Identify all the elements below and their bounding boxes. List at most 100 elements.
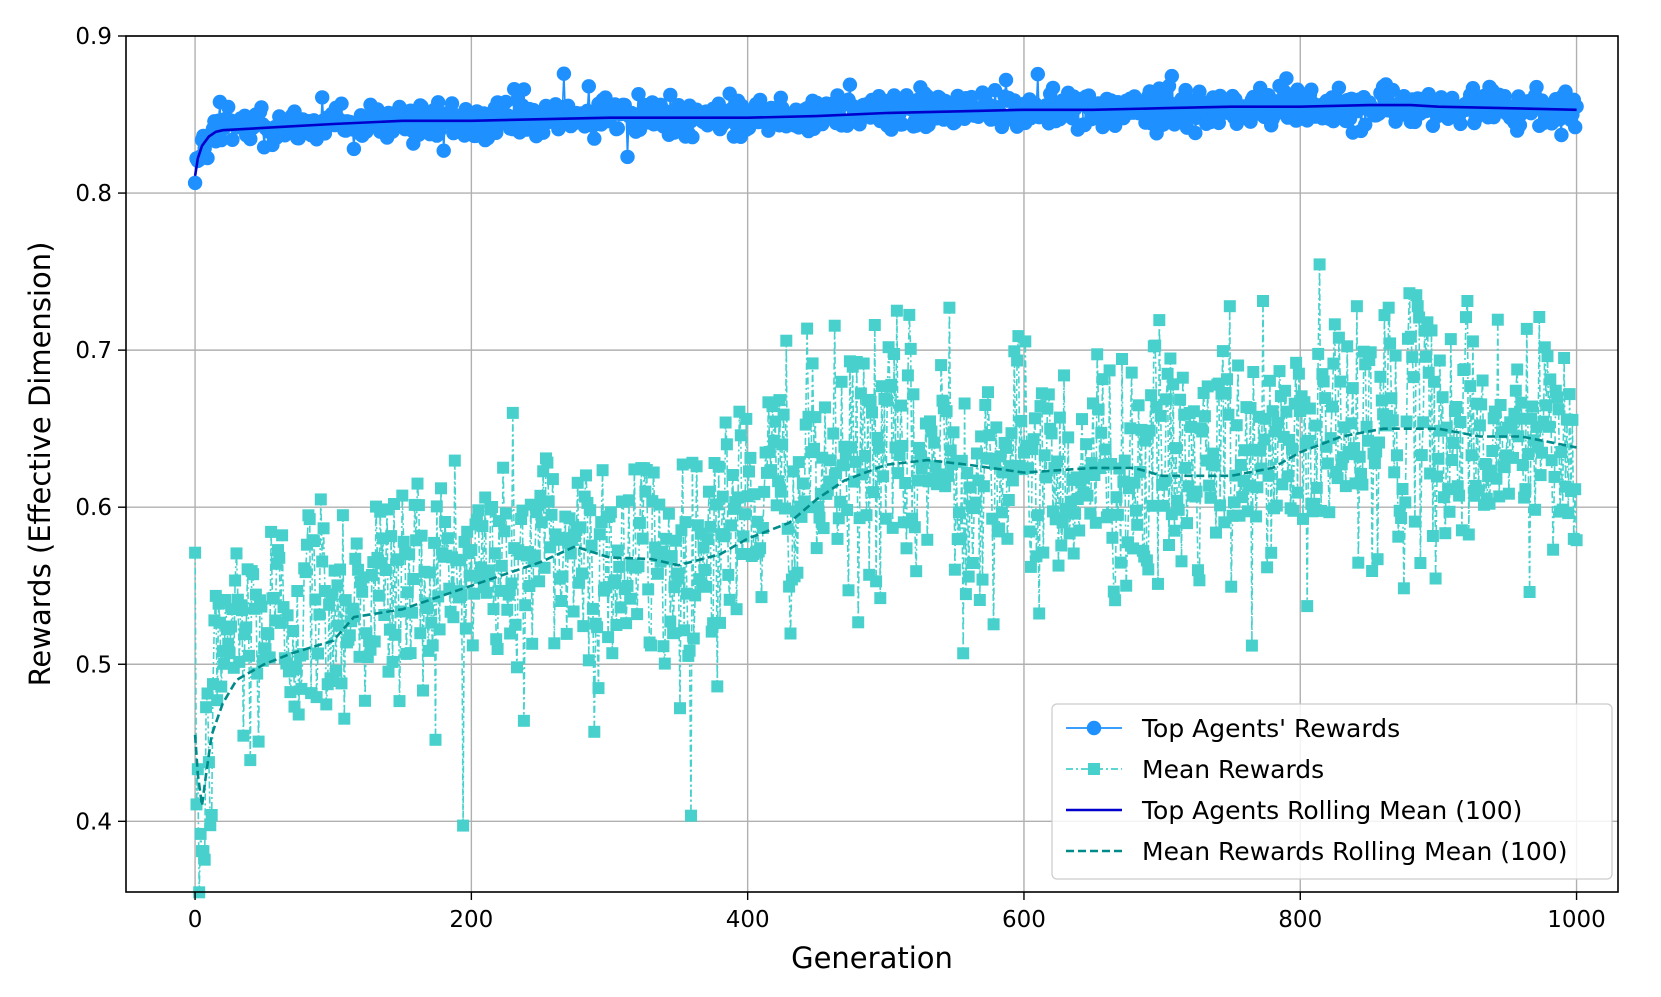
- mean-rewards-marker: [1406, 351, 1419, 364]
- mean-rewards-marker: [1442, 483, 1455, 496]
- mean-rewards-marker: [191, 763, 204, 776]
- mean-rewards-marker: [888, 348, 901, 360]
- mean-rewards-marker: [542, 495, 555, 508]
- mean-rewards-marker: [872, 441, 885, 454]
- mean-rewards-marker: [1056, 516, 1069, 529]
- mean-rewards-marker: [849, 455, 862, 468]
- mean-rewards-marker: [1031, 509, 1044, 522]
- mean-rewards-marker: [672, 572, 685, 585]
- mean-rewards-marker: [330, 664, 342, 677]
- mean-rewards-marker: [1404, 330, 1417, 343]
- mean-rewards-marker: [810, 542, 823, 555]
- mean-rewards-marker: [1223, 300, 1236, 313]
- mean-rewards-marker: [1428, 375, 1441, 388]
- mean-rewards-marker: [881, 394, 894, 407]
- mean-rewards-marker: [1366, 565, 1379, 577]
- mean-rewards-marker: [1290, 356, 1303, 369]
- mean-rewards-marker: [614, 601, 627, 614]
- mean-rewards-marker: [1145, 389, 1158, 402]
- mean-rewards-marker: [774, 485, 787, 498]
- mean-rewards-marker: [689, 589, 702, 602]
- mean-rewards-marker: [1473, 419, 1486, 432]
- mean-rewards-marker: [773, 394, 786, 407]
- mean-rewards-marker: [1494, 399, 1507, 411]
- mean-rewards-marker: [1558, 352, 1571, 364]
- mean-rewards-marker: [720, 438, 733, 451]
- mean-rewards-marker: [1432, 452, 1445, 465]
- mean-rewards-marker: [828, 319, 841, 332]
- mean-rewards-marker: [1002, 494, 1015, 506]
- mean-rewards-marker: [586, 602, 599, 615]
- mean-rewards-marker: [1129, 504, 1142, 517]
- mean-rewards-marker: [1493, 490, 1506, 503]
- mean-rewards-marker: [738, 508, 751, 521]
- mean-rewards-marker: [468, 587, 481, 600]
- mean-rewards-marker: [1411, 300, 1424, 313]
- mean-rewards-marker: [763, 446, 776, 458]
- mean-rewards-marker: [939, 480, 952, 493]
- mean-rewards-marker: [1118, 454, 1131, 467]
- mean-rewards-marker: [1458, 363, 1471, 376]
- mean-rewards-marker: [908, 521, 921, 534]
- mean-rewards-marker: [1509, 384, 1522, 397]
- mean-rewards-marker: [1181, 517, 1193, 530]
- y-tick-label: 0.8: [75, 181, 112, 207]
- mean-rewards-marker: [1292, 367, 1305, 380]
- mean-rewards-marker: [1328, 318, 1341, 331]
- mean-rewards-marker: [218, 657, 231, 670]
- mean-rewards-marker: [1053, 411, 1066, 424]
- mean-rewards-marker: [679, 516, 692, 529]
- mean-rewards-marker: [632, 560, 645, 573]
- mean-rewards-marker: [292, 708, 305, 721]
- mean-rewards-marker: [867, 486, 880, 499]
- mean-rewards-marker: [448, 454, 461, 467]
- mean-rewards-marker: [744, 451, 757, 464]
- mean-rewards-marker: [734, 429, 747, 442]
- mean-rewards-marker: [296, 648, 309, 661]
- mean-rewards-marker: [577, 620, 590, 633]
- mean-rewards-marker: [1385, 392, 1398, 405]
- top-rewards-marker: [346, 141, 362, 157]
- mean-rewards-marker: [1254, 444, 1267, 457]
- mean-rewards-marker: [1486, 445, 1499, 457]
- mean-rewards-marker: [1415, 449, 1428, 462]
- mean-rewards-marker: [1250, 510, 1263, 523]
- mean-rewards-marker: [743, 465, 755, 478]
- mean-rewards-marker: [1103, 364, 1116, 377]
- mean-rewards-marker: [1391, 449, 1403, 462]
- mean-rewards-marker: [1345, 417, 1358, 430]
- mean-rewards-marker: [674, 702, 686, 715]
- mean-rewards-marker: [896, 439, 909, 452]
- mean-rewards-marker: [921, 533, 934, 546]
- mean-rewards-marker: [429, 733, 442, 746]
- mean-rewards-marker: [332, 619, 345, 632]
- legend-label: Top Agents' Rewards: [1141, 714, 1400, 743]
- mean-rewards-marker: [1015, 414, 1028, 427]
- mean-rewards-marker: [901, 369, 914, 382]
- mean-rewards-marker: [1270, 499, 1283, 512]
- mean-rewards-marker: [1309, 419, 1322, 432]
- mean-rewards-marker: [1374, 370, 1387, 383]
- mean-rewards-marker: [645, 639, 657, 652]
- mean-rewards-marker: [1210, 526, 1222, 539]
- mean-rewards-marker: [1019, 335, 1032, 348]
- top-rewards-marker: [839, 118, 855, 133]
- top-rewards-marker: [1569, 99, 1584, 114]
- mean-rewards-marker: [917, 456, 930, 469]
- mean-rewards-marker: [433, 623, 446, 636]
- mean-rewards-marker: [895, 399, 907, 412]
- mean-rewards-marker: [230, 547, 243, 560]
- mean-rewards-marker: [588, 725, 601, 738]
- mean-rewards-marker: [411, 477, 424, 490]
- top-rewards-marker: [436, 143, 451, 158]
- mean-rewards-marker: [995, 506, 1008, 519]
- mean-rewards-marker: [1051, 455, 1064, 468]
- mean-rewards-marker: [585, 539, 598, 552]
- mean-rewards-marker: [1084, 507, 1097, 520]
- top-rewards-marker: [444, 96, 460, 111]
- mean-rewards-marker: [924, 415, 936, 428]
- mean-rewards-marker: [1167, 378, 1180, 391]
- mean-rewards-marker: [403, 548, 416, 561]
- top-rewards-marker: [431, 95, 446, 110]
